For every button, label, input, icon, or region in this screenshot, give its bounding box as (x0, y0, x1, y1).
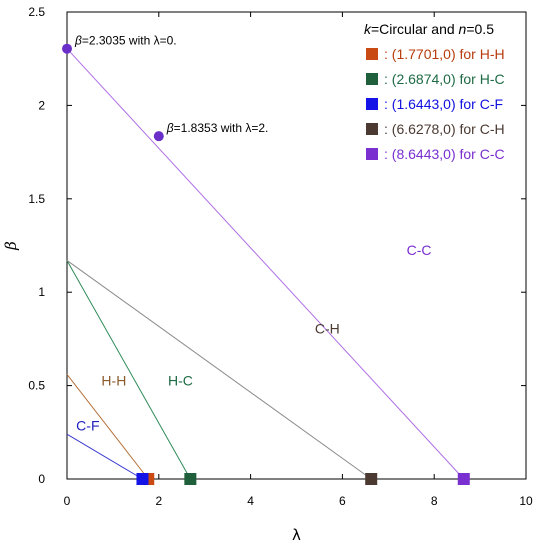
legend-entry-h-c: : (2.6874,0) for H-C (384, 71, 505, 87)
x-tick-label: 8 (431, 494, 438, 508)
series-line-c-f (66, 433, 143, 480)
series-label-c-f: C-F (76, 417, 99, 433)
x-tick-label: 4 (247, 494, 254, 508)
legend-title-part: =Circular and (371, 21, 459, 37)
series-line-c-h (66, 260, 372, 480)
legend-entry-c-f: : (1.6443,0) for C-F (384, 96, 503, 112)
intercept-marker-c-f (136, 473, 149, 485)
annotation-text: =2.3035 with λ=0. (82, 34, 177, 48)
series-line-c-c (66, 48, 465, 480)
x-tick-label: 0 (64, 494, 71, 508)
legend-swatch-h-c (366, 73, 378, 85)
legend-swatch-h-h (366, 48, 378, 60)
x-tick-label: 6 (339, 494, 346, 508)
legend-swatch-c-f (366, 98, 378, 110)
legend-entry-h-h: : (1.7701,0) for H-H (384, 46, 505, 62)
series-label-h-c: H-C (168, 373, 193, 389)
x-tick-label: 10 (519, 494, 533, 508)
y-tick-label: 0.5 (28, 379, 45, 393)
legend-entry-c-h: : (6.6278,0) for C-H (384, 121, 505, 137)
legend-title-part: k (364, 21, 372, 37)
legend-title-part: n (459, 21, 467, 37)
x-axis-label: λ (292, 526, 301, 544)
legend-entry-c-c: : (8.6443,0) for C-C (384, 146, 505, 162)
series-label-h-h: H-H (101, 373, 126, 389)
legend-swatch-c-c (366, 148, 378, 160)
y-tick-label: 2 (38, 98, 45, 112)
legend-title: k=Circular and n=0.5 (364, 21, 494, 37)
plot-frame (66, 11, 527, 480)
y-tick-label: 0 (38, 472, 45, 486)
annotation-symbol: β (166, 121, 174, 135)
y-tick-label: 1 (38, 285, 45, 299)
annotation-point (62, 43, 72, 54)
annotation-symbol: β (74, 34, 82, 48)
y-tick-label: 1.5 (28, 192, 45, 206)
series-label-c-c: C-C (407, 242, 432, 258)
legend-title-part: =0.5 (466, 21, 494, 37)
annotation-text: =1.8353 with λ=2. (174, 121, 269, 135)
intercept-marker-h-c (184, 473, 197, 485)
legend-swatch-c-h (366, 123, 378, 135)
y-tick-label: 2.5 (28, 5, 45, 19)
intercept-marker-c-h (365, 473, 378, 485)
annotation-label: β=2.3035 with λ=0. (74, 34, 177, 48)
annotation-point (153, 131, 164, 142)
intercept-marker-c-c (457, 473, 470, 485)
x-tick-label: 2 (155, 494, 162, 508)
series-label-c-h: C-H (315, 320, 340, 336)
y-axis-label: β (2, 241, 20, 251)
series-line-h-h (66, 374, 149, 480)
series-line-h-c (66, 260, 191, 480)
annotation-label: β=1.8353 with λ=2. (166, 121, 269, 135)
